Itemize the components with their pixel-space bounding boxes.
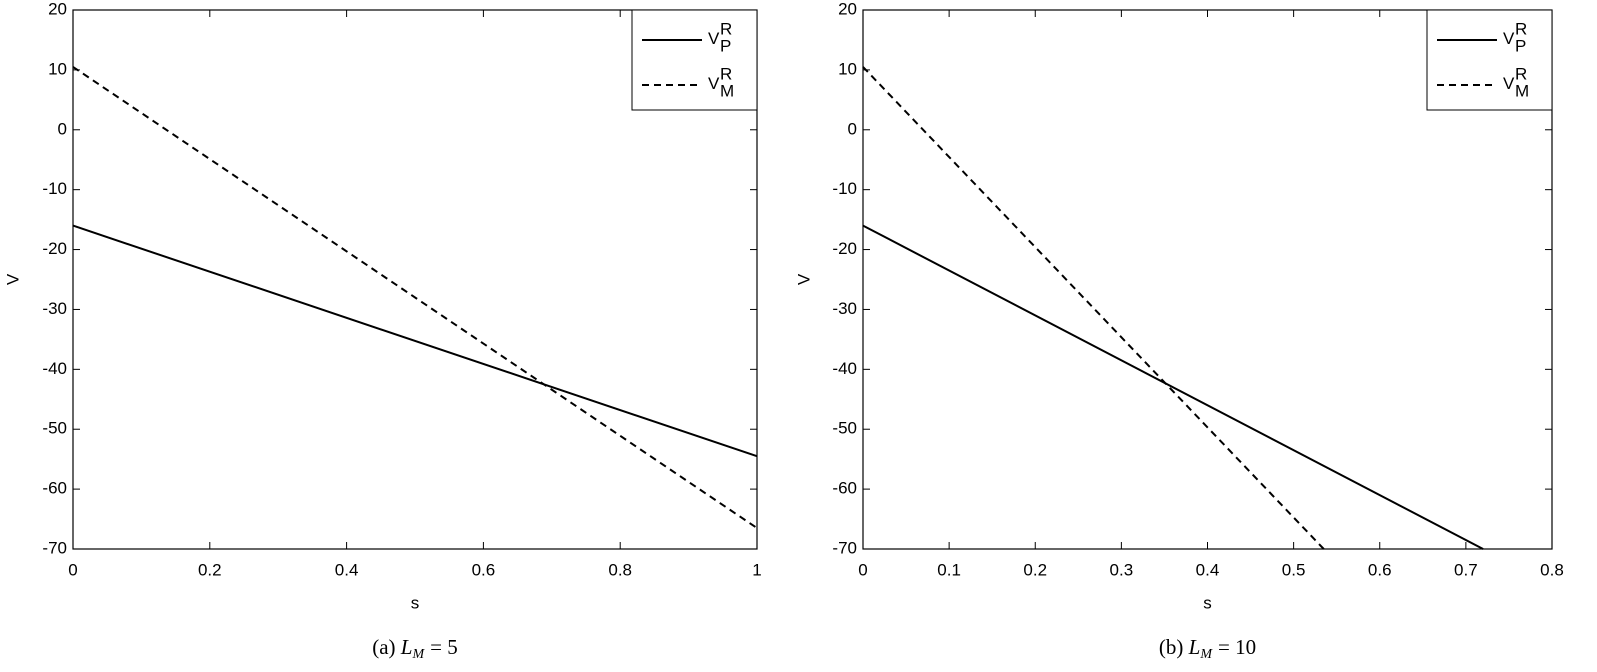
plot-frame (72, 9, 758, 550)
y-tick-label: -40 (832, 359, 857, 378)
y-tick-label: -60 (42, 479, 67, 498)
y-tick-label: 10 (838, 59, 857, 78)
legend-label: V (708, 74, 720, 93)
y-tick-label: -60 (832, 479, 857, 498)
legend-superscript: R (720, 19, 732, 38)
legend-superscript: R (1515, 19, 1527, 38)
x-tick-label: 0.1 (937, 560, 961, 579)
legend-label: V (708, 29, 720, 48)
series-line (862, 224, 1484, 550)
legend-subscript: M (720, 81, 734, 100)
y-tick-label: -30 (42, 299, 67, 318)
y-tick-label: -30 (832, 299, 857, 318)
chart: -70 -60 -50 -40 -30 -20 -10 0 10 20 0 0.2 0.4 0.6 0.8 1… (3, 0, 761, 662)
y-axis-label: V (3, 273, 22, 285)
y-tick-label: -10 (832, 179, 857, 198)
x-tick-label: 0.6 (1368, 560, 1392, 579)
legend-name: V (1503, 29, 1515, 48)
caption: (a) LM = 5 (372, 635, 458, 662)
series-line (72, 66, 758, 529)
y-tick-label: -50 (832, 419, 857, 438)
caption-subscript: M (411, 647, 425, 662)
x-tick-label: 0.7 (1454, 560, 1478, 579)
y-tick-label: -10 (42, 179, 67, 198)
legend-superscript: R (720, 64, 732, 83)
caption-relation: = 5 (430, 635, 458, 659)
x-tick-label: 0.8 (608, 560, 632, 579)
y-tick-label: -70 (832, 538, 857, 557)
y-tick-label: -20 (832, 239, 857, 258)
caption-subscript: M (1199, 647, 1213, 662)
x-tick-label: 0.2 (1023, 560, 1047, 579)
legend-label: V (1503, 74, 1515, 93)
y-tick-label: -20 (42, 239, 67, 258)
y-tick-label: 0 (848, 119, 857, 138)
series-line (72, 224, 758, 458)
legend-box (1426, 9, 1553, 111)
caption-prefix: (a) (372, 635, 395, 659)
chart: -70 -60 -50 -40 -30 -20 -10 0 10 20 0 0.1 0.2 0.3 0.4 0… (794, 0, 1563, 662)
legend-subscript: M (1515, 81, 1529, 100)
x-tick-label: 0 (68, 560, 77, 579)
legend-name: V (708, 29, 720, 48)
legend-label: V (1503, 29, 1515, 48)
caption-relation: = 10 (1218, 635, 1256, 659)
legend-box (631, 9, 758, 111)
caption-variable: L (1188, 635, 1201, 659)
y-tick-label: -70 (42, 538, 67, 557)
x-tick-label: 1 (752, 560, 761, 579)
caption-prefix: (b) (1159, 635, 1184, 659)
x-tick-label: 0.8 (1540, 560, 1564, 579)
series-line (862, 66, 1325, 550)
legend-subscript: P (720, 36, 731, 55)
x-tick-label: 0.4 (1196, 560, 1220, 579)
x-tick-label: 0.2 (198, 560, 222, 579)
y-tick-label: 20 (48, 0, 67, 18)
y-tick-label: 20 (838, 0, 857, 18)
caption-variable: L (400, 635, 413, 659)
x-axis-label: s (1203, 593, 1212, 612)
y-tick-label: 10 (48, 59, 67, 78)
x-tick-label: 0 (858, 560, 867, 579)
x-tick-label: 0.5 (1282, 560, 1306, 579)
caption: (b) LM = 10 (1159, 635, 1256, 662)
y-tick-label: 0 (58, 119, 67, 138)
legend-superscript: R (1515, 64, 1527, 83)
legend-subscript: P (1515, 36, 1526, 55)
y-tick-label: -50 (42, 419, 67, 438)
y-tick-label: -40 (42, 359, 67, 378)
legend-name: V (708, 74, 720, 93)
y-axis-label: V (794, 273, 813, 285)
legend-name: V (1503, 74, 1515, 93)
x-axis-label: s (411, 593, 420, 612)
x-tick-label: 0.6 (472, 560, 496, 579)
x-tick-label: 0.3 (1110, 560, 1134, 579)
x-tick-label: 0.4 (335, 560, 359, 579)
